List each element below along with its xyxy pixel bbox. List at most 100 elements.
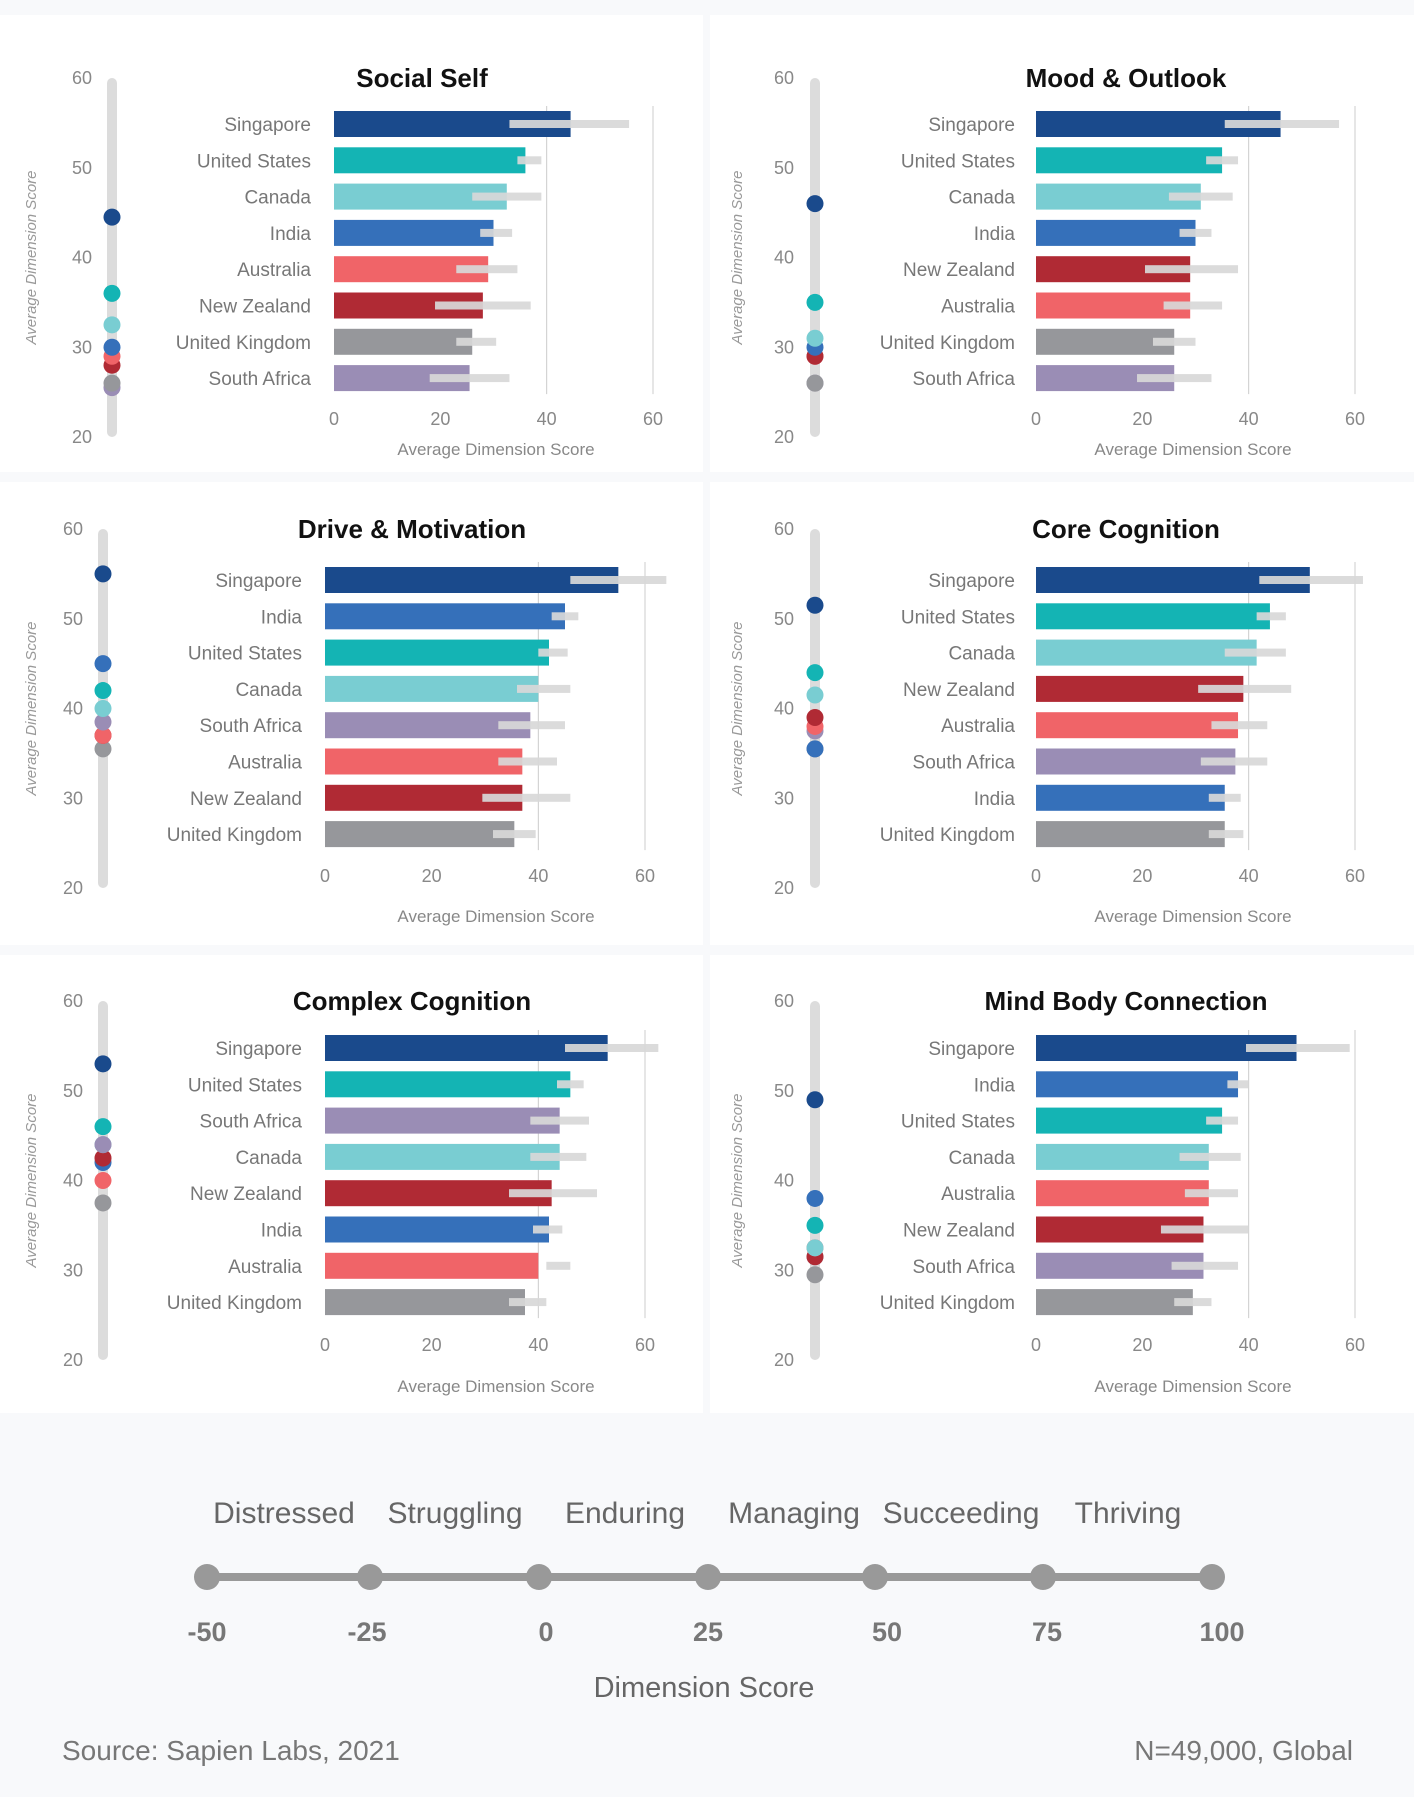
x-tick-label: 20 [1132, 866, 1152, 886]
y-tick-label: 40 [774, 1171, 794, 1191]
range-bar-south-africa [1137, 374, 1212, 383]
bar-canada [325, 675, 539, 702]
range-bar-south-africa [429, 374, 510, 383]
score-dot-united-states [806, 664, 824, 682]
category-label-canada: Canada [948, 644, 1015, 665]
bar-south-africa [325, 1107, 560, 1134]
score-dot-singapore [806, 596, 824, 614]
y-tick-label: 50 [774, 158, 794, 178]
score-dot-united-kingdom [103, 374, 121, 392]
y-tick-label: 20 [774, 427, 794, 447]
score-dot-canada [94, 700, 112, 717]
y-tick-label: 30 [774, 788, 794, 808]
category-label-singapore: Singapore [224, 115, 311, 136]
y-tick-label: 60 [63, 991, 83, 1011]
category-label-canada: Canada [948, 188, 1015, 209]
x-tick-label: 40 [528, 866, 548, 886]
range-bar-singapore [565, 1044, 659, 1052]
category-label-south-africa: South Africa [200, 1112, 303, 1133]
bar-united-states [334, 147, 526, 174]
chart-title: Mood & Outlook [1026, 63, 1227, 93]
score-dot-singapore [94, 1055, 112, 1073]
source-text: Source: Sapien Labs, 2021 [62, 1735, 400, 1766]
category-label-australia: Australia [941, 716, 1015, 737]
chart-panel-core-cognition: Core Cognition 20 30 40 50 60 Average Dimensio… [710, 482, 1414, 945]
category-label-south-africa: South Africa [913, 753, 1016, 774]
scale-dot [1030, 1564, 1056, 1590]
y-tick-label: 60 [774, 519, 794, 539]
category-label-united-states: United States [901, 151, 1015, 172]
y-axis-title: Average Dimension Score [23, 171, 40, 346]
x-axis-title: Average Dimension Score [397, 1377, 594, 1396]
y-tick-label: 60 [774, 68, 794, 88]
score-dot-india [806, 1189, 824, 1207]
range-bar-australia [1211, 721, 1268, 730]
category-label-australia: Australia [228, 753, 302, 774]
range-bar-south-africa [530, 1116, 589, 1125]
category-label-new-zealand: New Zealand [190, 789, 302, 810]
category-label-singapore: Singapore [928, 115, 1015, 136]
y-tick-label: 60 [72, 68, 92, 88]
chart-panel-mind-body-connection: Mind Body Connection 20 30 40 50 60 Average Di… [710, 955, 1414, 1413]
bar-singapore [325, 1035, 608, 1061]
category-label-india: India [974, 224, 1016, 245]
scale-label-succeeding: Succeeding [883, 1497, 1040, 1530]
category-label-united-states: United States [188, 644, 302, 665]
score-dot-singapore [103, 208, 121, 226]
category-label-singapore: Singapore [215, 1039, 302, 1060]
score-dot-united-states [94, 1118, 112, 1136]
range-bar-united-states [1206, 1116, 1239, 1125]
range-bar-united-kingdom [1152, 337, 1196, 346]
bar-united-states [1036, 1107, 1223, 1134]
category-label-singapore: Singapore [928, 1039, 1015, 1060]
bar-india [325, 1216, 549, 1243]
scale-tick-label: 75 [1032, 1617, 1062, 1647]
category-label-singapore: Singapore [928, 571, 1015, 592]
x-tick-label: 60 [635, 1335, 655, 1355]
y-axis-title: Average Dimension Score [23, 1094, 40, 1269]
score-dot-new-zealand [806, 708, 824, 726]
range-bar-canada [1168, 192, 1233, 201]
bar-india [1036, 1071, 1239, 1098]
scale-label-distressed: Distressed [213, 1497, 355, 1530]
category-label-united-states: United States [901, 1112, 1015, 1133]
range-bar-new-zealand [482, 793, 571, 802]
range-bar-south-africa [1200, 757, 1268, 766]
bar-singapore [325, 567, 619, 593]
category-label-united-kingdom: United Kingdom [167, 825, 302, 846]
y-tick-label: 20 [63, 878, 83, 898]
range-bar-india [551, 612, 579, 621]
category-label-new-zealand: New Zealand [903, 1221, 1015, 1242]
y-tick-label: 30 [63, 1260, 83, 1280]
x-tick-label: 60 [1345, 866, 1365, 886]
y-tick-label: 40 [63, 1171, 83, 1191]
y-tick-label: 50 [774, 609, 794, 629]
range-bar-united-kingdom [509, 1298, 547, 1307]
y-tick-label: 50 [774, 1081, 794, 1101]
scale-tick-label: 100 [1199, 1617, 1244, 1647]
range-bar-canada [472, 192, 542, 201]
y-tick-label: 40 [63, 699, 83, 719]
bar-canada [325, 1143, 560, 1170]
score-dot-india [806, 740, 824, 758]
category-label-united-kingdom: United Kingdom [880, 825, 1015, 846]
y-axis-title: Average Dimension Score [23, 622, 40, 797]
category-label-united-states: United States [901, 607, 1015, 628]
y-tick-label: 60 [774, 991, 794, 1011]
category-label-canada: Canada [235, 1148, 302, 1169]
y-tick-label: 20 [774, 878, 794, 898]
range-bar-south-africa [498, 721, 565, 730]
bar-canada [1036, 639, 1257, 666]
category-label-australia: Australia [941, 297, 1015, 318]
score-dot-united-states [103, 284, 121, 302]
chart-title: Mind Body Connection [984, 986, 1267, 1016]
score-dot-canada [806, 686, 824, 704]
x-tick-label: 20 [430, 409, 450, 429]
y-tick-label: 50 [63, 1081, 83, 1101]
score-dot-united-states [806, 293, 824, 311]
x-tick-label: 20 [1132, 1335, 1152, 1355]
category-label-india: India [261, 1221, 303, 1242]
category-label-new-zealand: New Zealand [199, 297, 311, 318]
score-dot-singapore [94, 565, 112, 583]
score-dot-singapore [806, 195, 824, 213]
